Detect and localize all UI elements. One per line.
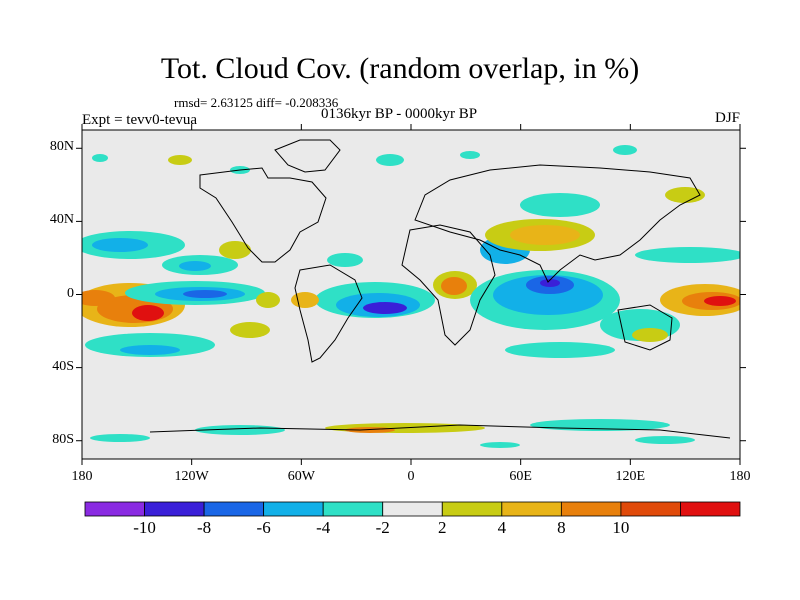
colorbar-swatch: [680, 501, 741, 517]
colorbar-label: -6: [256, 518, 271, 537]
colorbar-label: -4: [316, 518, 331, 537]
colorbar-label: -2: [375, 518, 390, 537]
lat-tick-label: 40N: [49, 212, 74, 228]
colorbar-swatch: [501, 501, 562, 517]
lat-tick-label: 80N: [49, 139, 74, 155]
lon-tick-label: 180: [71, 469, 93, 484]
colorbar-label: 10: [612, 518, 630, 537]
colorbar-swatch: [263, 501, 324, 517]
stats-text: rmsd= 2.63125 diff= -0.208336: [174, 95, 339, 110]
colorbar-swatch: [382, 501, 443, 517]
lon-tick-label: 60E: [509, 469, 532, 484]
period-label: 0136kyr BP - 0000kyr BP: [321, 106, 478, 122]
plot-title: Tot. Cloud Cov. (random overlap, in %): [160, 52, 640, 85]
lon-tick-label: 180: [729, 469, 751, 484]
colorbar-label: -8: [196, 518, 212, 537]
colorbar-label: 4: [497, 518, 507, 537]
axis-ticks: [76, 124, 746, 465]
colorbar-swatch: [620, 501, 681, 517]
lon-tick-label: 0: [407, 469, 415, 484]
colorbar-label: 2: [438, 518, 447, 537]
season-label: DJF: [714, 110, 740, 126]
lat-tick-label: 0: [67, 285, 74, 301]
colorbar-swatch: [144, 501, 205, 517]
colorbar-swatch: [322, 501, 384, 517]
colorbar-label: 8: [557, 518, 566, 537]
coastlines: [149, 139, 731, 439]
colorbar-swatch: [560, 501, 622, 517]
lon-tick-label: 120W: [174, 469, 209, 484]
cloud-anomaly-field: [82, 145, 740, 448]
experiment-label: Expt = tevv0-tevua: [82, 112, 198, 128]
lon-tick-label: 120E: [615, 469, 646, 484]
colorbar-swatch: [84, 501, 145, 517]
colorbar-swatch: [441, 501, 503, 517]
lat-tick-label: 40S: [52, 358, 74, 374]
colorbar-swatch: [203, 501, 265, 517]
lon-tick-label: 60W: [287, 469, 315, 484]
colorbar: [84, 501, 741, 517]
colorbar-label: -10: [133, 518, 156, 537]
lat-tick-label: 80S: [52, 431, 74, 447]
